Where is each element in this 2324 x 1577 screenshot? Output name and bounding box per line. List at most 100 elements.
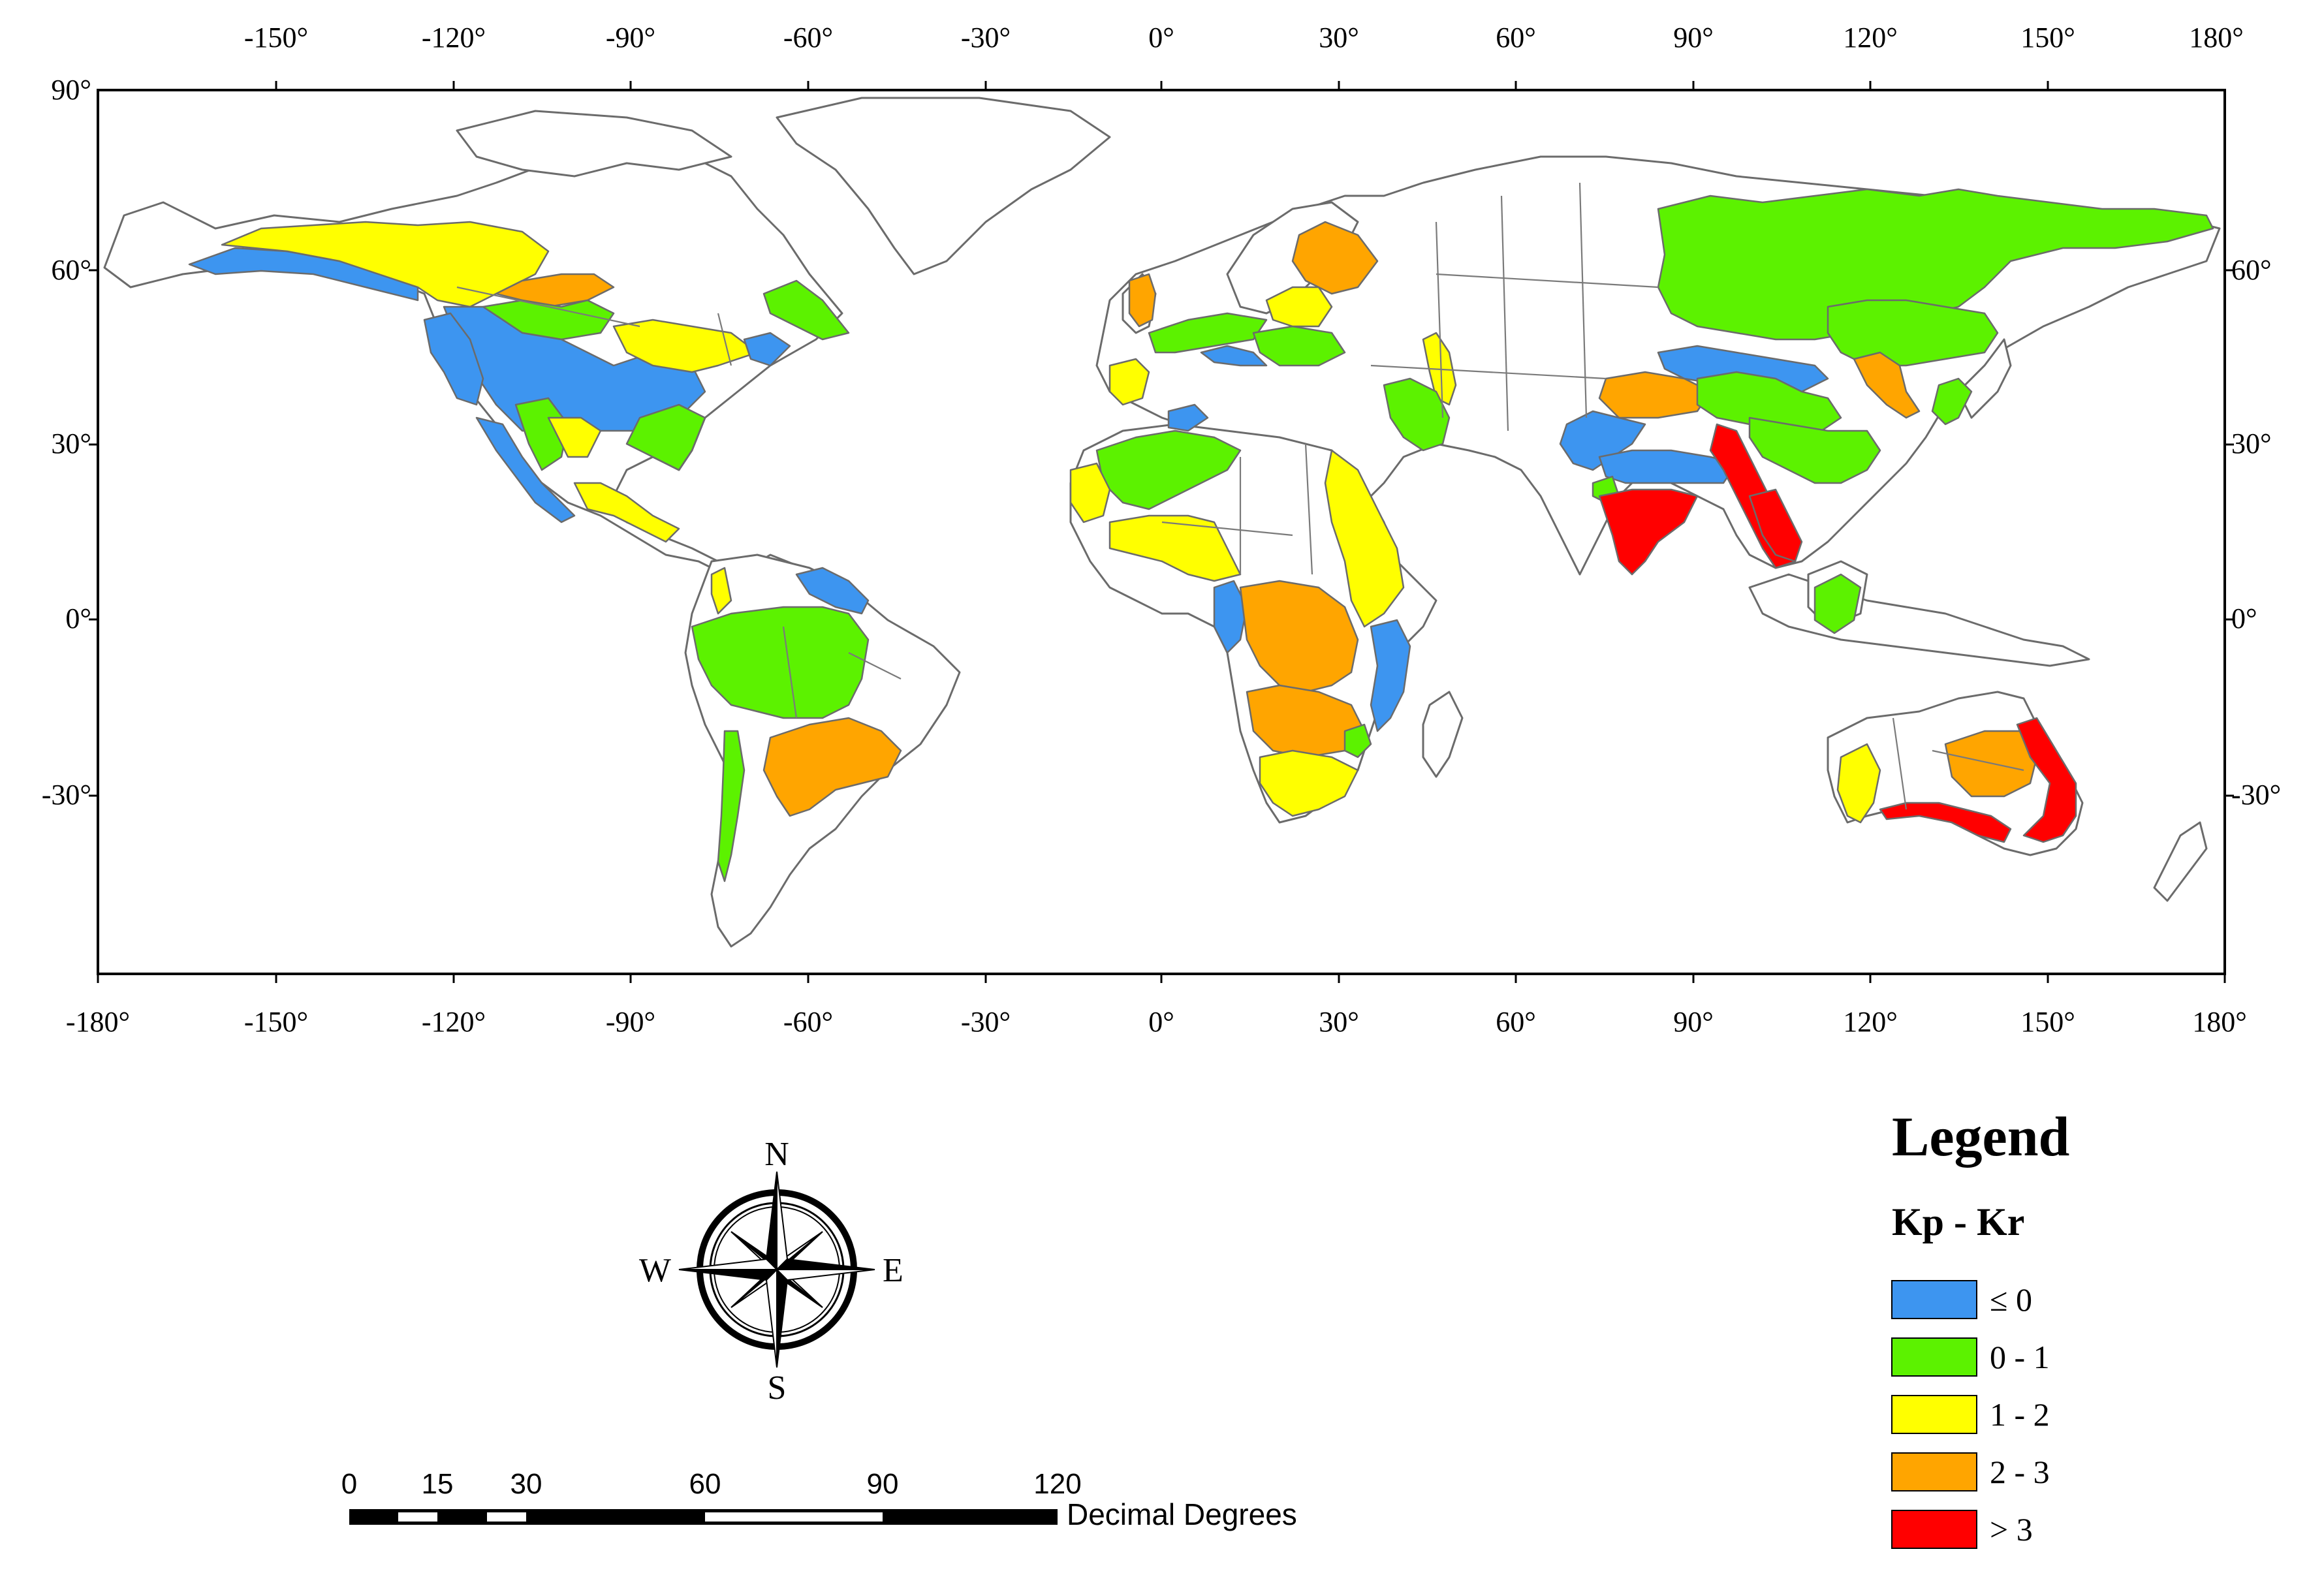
left-tick-label: -30° bbox=[42, 779, 91, 811]
scale-label: 15 bbox=[422, 1468, 454, 1500]
basin-le0 bbox=[1559, 410, 1646, 471]
top-tick-label: -120° bbox=[422, 22, 486, 54]
basin-le0 bbox=[1598, 449, 1738, 484]
basin-2to3 bbox=[1291, 221, 1379, 295]
basin-0to1 bbox=[1748, 416, 1881, 484]
scale-bar-outline bbox=[349, 1509, 1058, 1525]
basin-le0 bbox=[743, 332, 791, 367]
basin-0to1 bbox=[1814, 573, 1862, 634]
basin-1to2 bbox=[1265, 286, 1333, 328]
basin-le0 bbox=[1370, 619, 1411, 732]
basin-1to2 bbox=[1836, 743, 1881, 824]
basin-le0 bbox=[1213, 580, 1248, 654]
basin-0to1 bbox=[1931, 377, 1973, 426]
top-tick-label: -90° bbox=[606, 22, 655, 54]
legend-label: 2 - 3 bbox=[1990, 1454, 2050, 1490]
legend-subtitle: Kp - Kr bbox=[1892, 1200, 2024, 1243]
basin-0to1 bbox=[1657, 188, 2214, 341]
legend-swatch-2to3 bbox=[1891, 1452, 1977, 1491]
arctic-islands bbox=[456, 110, 732, 178]
scale-label: 120 bbox=[1033, 1468, 1081, 1500]
bottom-tick-label: -180° bbox=[66, 1006, 130, 1038]
bottom-tick-label: -60° bbox=[783, 1006, 833, 1038]
top-tick-label: 0° bbox=[1148, 22, 1174, 54]
bottom-tick-label: -90° bbox=[606, 1006, 655, 1038]
right-axis: 60° 30° 0° -30° bbox=[2231, 254, 2281, 811]
basin-0to1 bbox=[1827, 299, 1999, 367]
basin-0to1 bbox=[691, 606, 870, 719]
left-tick-label: 60° bbox=[51, 254, 91, 286]
right-tick-label: 60° bbox=[2231, 254, 2272, 286]
japan-landmass bbox=[1957, 338, 2012, 419]
bottom-tick-label: 180° bbox=[2192, 1006, 2247, 1038]
compass-west-label: W bbox=[639, 1252, 671, 1289]
top-tick-label: 30° bbox=[1319, 22, 1359, 54]
bottom-tick-label: -150° bbox=[244, 1006, 308, 1038]
scale-bar-segment bbox=[398, 1512, 437, 1522]
scale-label: 30 bbox=[510, 1468, 542, 1500]
basin-0to1 bbox=[1696, 371, 1842, 432]
scale-bar: 0 15 30 60 90 120 Decimal Degrees bbox=[341, 1468, 1297, 1531]
legend-title: Legend bbox=[1892, 1105, 2069, 1168]
basin-le0 bbox=[423, 312, 484, 406]
legend-swatch-le0 bbox=[1891, 1280, 1977, 1319]
basin-0to1 bbox=[1148, 312, 1268, 354]
basin-gt3 bbox=[1598, 488, 1699, 576]
basin-0to1 bbox=[625, 403, 706, 471]
top-tick-label: -30° bbox=[961, 22, 1011, 54]
left-tick-label: 30° bbox=[51, 428, 91, 460]
basin-le0 bbox=[1167, 403, 1209, 432]
bottom-tick-label: 120° bbox=[1843, 1006, 1898, 1038]
basin-le0 bbox=[475, 416, 576, 523]
top-tick-label: 90° bbox=[1673, 22, 1714, 54]
basin-0to1 bbox=[1252, 325, 1346, 367]
greenland-landmass bbox=[776, 97, 1111, 275]
scale-label: 90 bbox=[867, 1468, 899, 1500]
basin-0to1 bbox=[1095, 429, 1242, 510]
top-tick-label: -150° bbox=[244, 22, 308, 54]
basin-1to2 bbox=[221, 221, 550, 308]
basin-0to1 bbox=[762, 279, 850, 341]
basin-1to2 bbox=[1108, 358, 1150, 406]
top-tick-label: 120° bbox=[1843, 22, 1898, 54]
bottom-tick-label: 150° bbox=[2020, 1006, 2075, 1038]
bottom-tick-label: -120° bbox=[422, 1006, 486, 1038]
madagascar-landmass bbox=[1422, 691, 1464, 778]
compass-east-label: E bbox=[883, 1252, 903, 1289]
right-tick-label: 0° bbox=[2231, 602, 2257, 634]
basin-1to2 bbox=[1324, 449, 1405, 628]
compass-rose: N S E W bbox=[639, 1136, 903, 1407]
legend-label: 0 - 1 bbox=[1990, 1339, 2050, 1375]
bottom-tick-label: 90° bbox=[1673, 1006, 1714, 1038]
basin-2to3 bbox=[1239, 580, 1359, 693]
basin-2to3 bbox=[1128, 273, 1157, 328]
legend-label: ≤ 0 bbox=[1990, 1281, 2032, 1318]
legend-swatch-0to1 bbox=[1891, 1337, 1977, 1377]
basin-1to2 bbox=[573, 482, 680, 543]
internal-borders bbox=[456, 182, 2024, 810]
basin-0to1 bbox=[717, 730, 746, 882]
basin-gt3 bbox=[1879, 802, 2012, 843]
basin-0to1 bbox=[1383, 377, 1451, 452]
right-tick-label: -30° bbox=[2231, 779, 2281, 811]
compass-north-label: N bbox=[764, 1136, 789, 1173]
scale-label: 60 bbox=[689, 1468, 721, 1500]
top-tick-label: 60° bbox=[1496, 22, 1536, 54]
basin-gt3 bbox=[2016, 717, 2077, 843]
bottom-tick-label: 30° bbox=[1319, 1006, 1359, 1038]
basin-2to3 bbox=[1853, 351, 1921, 419]
scale-label: 0 bbox=[341, 1468, 357, 1500]
tick-marks bbox=[89, 81, 2234, 983]
top-tick-label: -60° bbox=[783, 22, 833, 54]
basin-1to2 bbox=[612, 319, 759, 373]
basin-1to2 bbox=[1259, 749, 1359, 817]
basin-gt3 bbox=[1748, 488, 1803, 563]
bottom-tick-label: 60° bbox=[1496, 1006, 1536, 1038]
new-zealand-landmass bbox=[2153, 821, 2208, 902]
left-tick-label: 0° bbox=[65, 602, 91, 634]
basin-1to2 bbox=[547, 416, 602, 458]
top-tick-label: 180° bbox=[2189, 22, 2244, 54]
scale-bar-segment bbox=[487, 1512, 526, 1522]
basin-1to2 bbox=[1069, 462, 1111, 523]
